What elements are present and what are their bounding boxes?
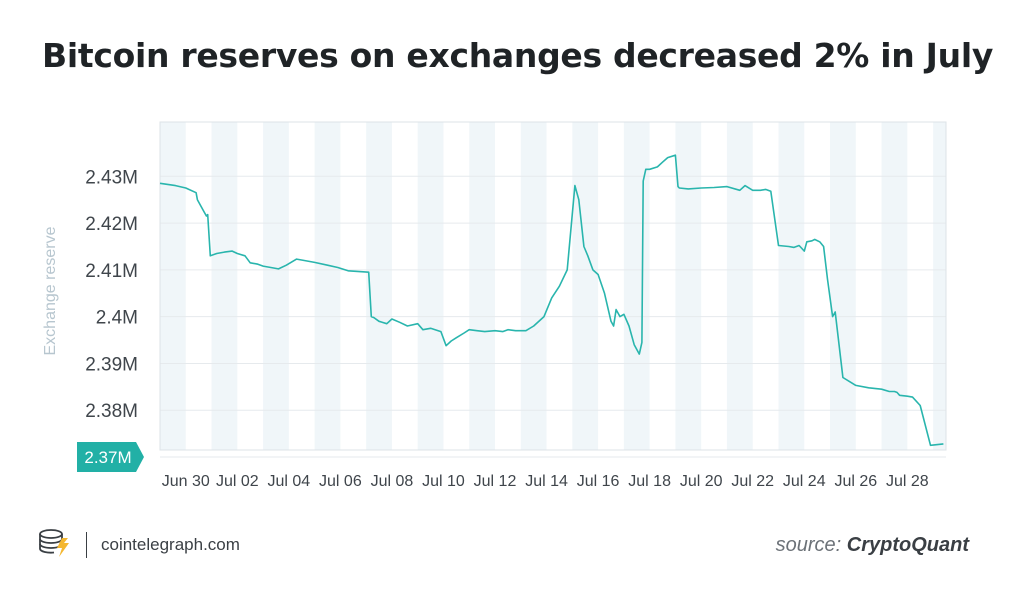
source-credit: source: CryptoQuant	[776, 530, 969, 560]
y-tick-label: 2.37M	[84, 448, 131, 467]
source-name: CryptoQuant	[846, 533, 969, 556]
cointelegraph-logo-icon	[38, 528, 72, 563]
column-band	[778, 122, 805, 450]
source-prefix: source:	[775, 533, 842, 556]
y-tick-label: 2.4M	[96, 308, 138, 329]
column-band	[572, 122, 599, 450]
x-tick-label: Jul 22	[731, 473, 774, 490]
column-band	[830, 122, 856, 450]
y-tick-label: 2.38M	[85, 401, 138, 422]
x-tick-label: Jun 30	[162, 473, 210, 490]
line-chart: 2.37M 2.38M 2.39M 2.4M 2.41M 2.42M 2.43M Jun 3…	[42, 121, 947, 490]
x-tick-label: Jul 02	[216, 473, 259, 490]
x-tick-label: Jul 26	[834, 473, 877, 490]
badge-shape	[77, 442, 144, 473]
y-tick-label: 2.43M	[85, 167, 138, 188]
y-tick-label: 2.41M	[85, 261, 138, 282]
horizontal-gridlines	[160, 175, 946, 458]
x-tick-label: Jul 14	[525, 473, 568, 490]
series-line	[159, 154, 944, 447]
footer-divider	[86, 532, 87, 558]
x-tick-label: Jul 04	[268, 473, 311, 490]
x-tick-label: Jul 16	[577, 473, 620, 490]
series-layer	[159, 154, 944, 447]
y-tick-label: 2.42M	[85, 214, 138, 235]
y-axis-ticks: 2.37M 2.38M 2.39M 2.4M 2.41M 2.42M 2.43M	[77, 167, 144, 473]
y-tick-label: 2.39M	[85, 354, 138, 375]
column-band	[933, 122, 946, 450]
column-band	[675, 122, 702, 450]
x-tick-label: Jul 28	[886, 473, 929, 490]
column-band	[520, 122, 547, 450]
column-band	[211, 122, 238, 450]
column-band	[314, 122, 341, 450]
x-tick-label: Jul 12	[474, 473, 517, 490]
column-band	[726, 122, 753, 450]
x-tick-label: Jul 20	[680, 473, 723, 490]
brand-footer: cointelegraph.com	[38, 528, 240, 563]
column-band	[160, 122, 186, 450]
column-band	[469, 122, 496, 450]
x-axis-ticks: Jun 30 Jul 02 Jul 04 Jul 06 Jul 08 Jul 10 Jul …	[162, 473, 929, 490]
x-tick-label: Jul 18	[628, 473, 671, 490]
site-name: cointelegraph.com	[101, 535, 240, 554]
column-band	[263, 122, 289, 450]
x-tick-label: Jul 24	[783, 473, 826, 490]
y-tick-badge: 2.37M	[77, 442, 144, 473]
x-tick-label: Jul 08	[371, 473, 414, 490]
x-tick-label: Jul 06	[319, 473, 362, 490]
chart-title: Bitcoin reserves on exchanges decreased …	[42, 36, 994, 75]
column-band	[417, 122, 444, 450]
column-band	[881, 122, 908, 450]
x-tick-label: Jul 10	[422, 473, 465, 490]
plot-frame	[159, 121, 947, 451]
y-axis-label: Exchange reserve	[42, 226, 59, 355]
